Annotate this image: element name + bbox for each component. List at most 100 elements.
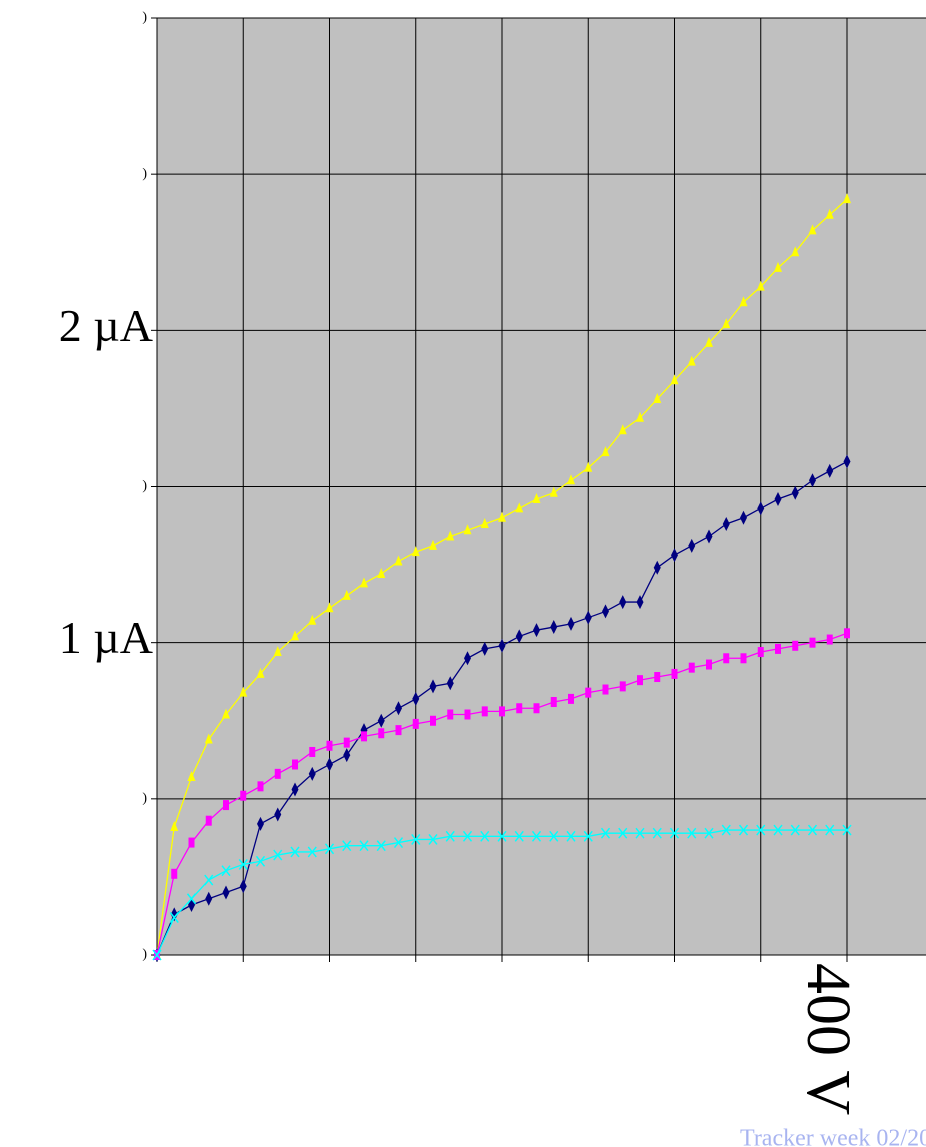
point bbox=[239, 879, 247, 894]
point bbox=[205, 891, 213, 906]
y-tick-label: ) bbox=[142, 791, 147, 806]
point bbox=[361, 731, 367, 742]
point bbox=[566, 830, 576, 842]
point bbox=[292, 759, 298, 770]
point bbox=[756, 824, 766, 836]
point bbox=[654, 672, 661, 683]
point bbox=[464, 651, 471, 666]
point bbox=[480, 830, 490, 842]
point bbox=[342, 589, 351, 600]
point bbox=[636, 411, 644, 422]
point bbox=[791, 246, 800, 257]
point bbox=[773, 824, 783, 836]
point bbox=[602, 684, 609, 695]
point bbox=[395, 725, 402, 736]
point bbox=[240, 790, 247, 801]
point bbox=[152, 949, 162, 961]
point bbox=[757, 647, 764, 658]
point bbox=[360, 577, 368, 588]
point bbox=[204, 874, 214, 886]
point bbox=[377, 713, 385, 728]
point bbox=[601, 446, 610, 457]
point bbox=[567, 616, 575, 631]
point bbox=[309, 746, 316, 757]
point bbox=[498, 638, 506, 653]
point bbox=[825, 824, 835, 836]
point bbox=[756, 280, 765, 291]
point bbox=[480, 517, 489, 528]
point bbox=[792, 640, 799, 651]
point bbox=[583, 830, 593, 842]
point bbox=[722, 318, 731, 329]
point bbox=[740, 510, 747, 525]
point bbox=[221, 865, 231, 877]
point bbox=[602, 604, 609, 619]
point bbox=[549, 830, 559, 842]
point bbox=[481, 706, 488, 717]
point bbox=[567, 474, 575, 485]
point bbox=[290, 846, 300, 858]
point bbox=[273, 849, 283, 861]
point bbox=[809, 637, 816, 648]
point bbox=[394, 555, 403, 566]
point bbox=[808, 224, 817, 235]
point bbox=[324, 843, 335, 855]
point bbox=[445, 830, 455, 842]
y-tick-label: ) bbox=[142, 10, 147, 25]
point bbox=[653, 393, 662, 404]
point bbox=[568, 693, 574, 704]
point bbox=[326, 740, 333, 751]
point bbox=[669, 827, 680, 839]
point bbox=[671, 668, 678, 679]
point bbox=[844, 628, 850, 639]
point bbox=[169, 912, 179, 923]
point bbox=[205, 815, 212, 826]
point bbox=[532, 492, 541, 503]
y-tick-label: ) bbox=[142, 947, 147, 962]
point bbox=[637, 675, 643, 686]
point bbox=[274, 768, 281, 779]
point bbox=[704, 827, 714, 839]
point bbox=[395, 701, 402, 716]
point bbox=[600, 827, 611, 839]
point bbox=[584, 461, 593, 472]
point bbox=[256, 667, 265, 678]
y-tick-label: ) bbox=[142, 479, 147, 494]
point bbox=[670, 374, 679, 385]
point bbox=[705, 529, 713, 544]
point bbox=[188, 837, 195, 848]
point bbox=[653, 560, 661, 575]
point bbox=[809, 473, 816, 488]
point bbox=[550, 697, 557, 708]
point bbox=[412, 718, 419, 729]
point bbox=[428, 833, 438, 845]
point bbox=[705, 336, 713, 347]
point bbox=[533, 623, 540, 638]
point bbox=[671, 548, 678, 563]
point bbox=[533, 703, 540, 714]
point bbox=[791, 485, 799, 500]
footer: Tracker week 02/2004 modul bbox=[740, 1126, 926, 1147]
point bbox=[429, 539, 437, 550]
point bbox=[514, 830, 524, 842]
point bbox=[378, 728, 385, 739]
point bbox=[550, 620, 558, 635]
point bbox=[291, 630, 299, 641]
point bbox=[308, 614, 317, 625]
point bbox=[430, 715, 436, 726]
point bbox=[497, 830, 507, 842]
point bbox=[376, 840, 386, 852]
y-tick-label: 1 µA bbox=[59, 612, 153, 663]
point bbox=[343, 748, 351, 763]
point bbox=[635, 827, 645, 839]
point bbox=[842, 824, 852, 836]
point bbox=[222, 885, 230, 900]
point bbox=[170, 820, 179, 831]
point bbox=[515, 502, 524, 513]
point bbox=[187, 770, 196, 781]
point bbox=[464, 709, 471, 720]
point bbox=[429, 679, 437, 694]
point bbox=[739, 296, 748, 307]
point bbox=[652, 827, 662, 839]
